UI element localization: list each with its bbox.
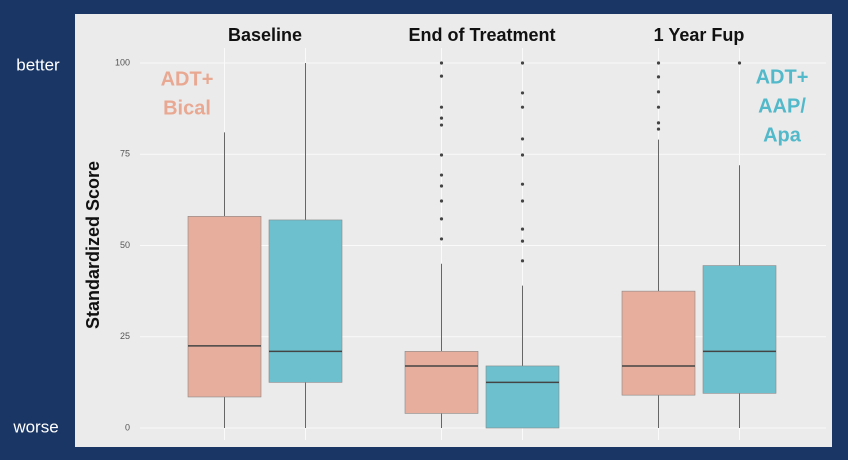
outlier bbox=[439, 199, 444, 203]
outlier bbox=[520, 91, 525, 95]
series-label: AAP/ bbox=[758, 95, 806, 117]
facet-title: 1 Year Fup bbox=[654, 25, 745, 45]
box bbox=[404, 351, 479, 414]
outlier bbox=[520, 105, 525, 109]
outlier bbox=[656, 61, 661, 65]
box bbox=[621, 290, 696, 396]
outlier bbox=[656, 121, 661, 125]
outlier bbox=[656, 105, 661, 109]
outlier bbox=[520, 137, 525, 141]
series-label: Apa bbox=[763, 124, 802, 146]
y-tick-label: 100 bbox=[115, 57, 130, 67]
outlier bbox=[520, 239, 525, 243]
outlier bbox=[439, 173, 444, 177]
outlier bbox=[520, 227, 525, 231]
y-tick-label: 50 bbox=[120, 240, 130, 250]
outlier bbox=[520, 199, 525, 203]
outlier bbox=[656, 90, 661, 94]
worse-label: worse bbox=[12, 417, 58, 436]
y-tick-label: 25 bbox=[120, 331, 130, 341]
outlier bbox=[439, 123, 444, 127]
outlier bbox=[439, 237, 444, 241]
outlier bbox=[520, 182, 525, 186]
better-label: better bbox=[16, 55, 60, 74]
y-axis-label: Standardized Score bbox=[83, 161, 103, 329]
outlier bbox=[656, 127, 661, 131]
box bbox=[485, 365, 560, 429]
series-label: Bical bbox=[163, 97, 211, 119]
outlier bbox=[439, 61, 444, 65]
series-label: ADT+ bbox=[161, 68, 214, 90]
outlier bbox=[737, 61, 742, 65]
outlier bbox=[520, 61, 525, 65]
y-tick-label: 75 bbox=[120, 149, 130, 159]
outlier bbox=[520, 259, 525, 263]
outlier bbox=[656, 75, 661, 79]
outlier bbox=[439, 74, 444, 78]
y-tick-label: 0 bbox=[125, 422, 130, 432]
series-label: ADT+ bbox=[756, 66, 809, 88]
outlier bbox=[439, 116, 444, 120]
facet-title: End of Treatment bbox=[408, 25, 555, 45]
box bbox=[702, 265, 777, 394]
box bbox=[268, 219, 343, 383]
outlier bbox=[520, 153, 525, 157]
outlier bbox=[439, 153, 444, 157]
box bbox=[187, 216, 262, 398]
outlier bbox=[439, 105, 444, 109]
outlier bbox=[439, 217, 444, 221]
facet-title: Baseline bbox=[228, 25, 302, 45]
outlier bbox=[439, 184, 444, 188]
